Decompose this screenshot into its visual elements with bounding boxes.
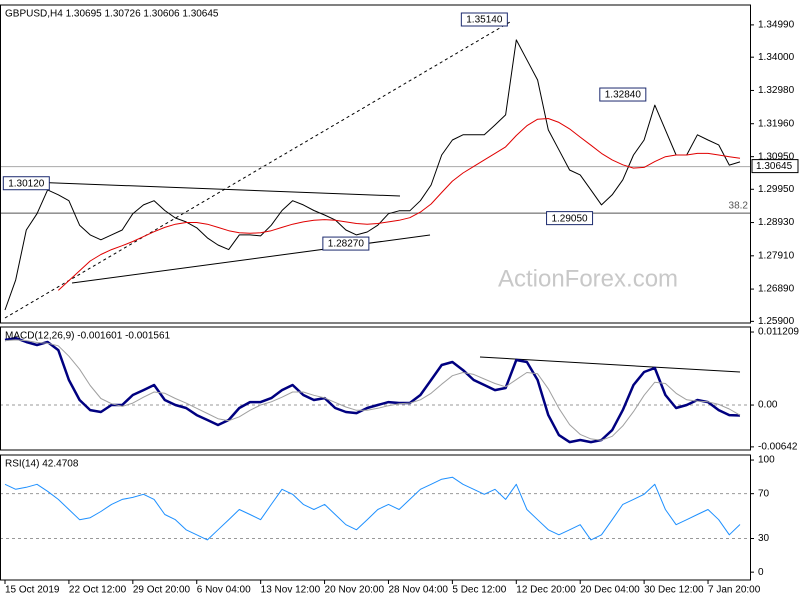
panel-border [0,454,751,581]
x-tick-label: 20 Nov 20:00 [325,585,385,596]
x-tick-label: 12 Dec 20:00 [516,585,576,596]
y-tick-label: 100 [758,455,775,466]
annotation-label: 1.30120 [8,178,45,189]
annotation-box [322,236,370,251]
series-line [4,476,741,541]
panel-border [0,4,751,324]
panel-border [0,326,751,451]
y-tick-label: 1.34000 [758,52,795,63]
x-tick-label: 5 Dec 12:00 [452,585,506,596]
y-tick-label: 30 [758,533,770,544]
x-tick-label: 13 Nov 12:00 [261,585,321,596]
series-line [57,118,741,291]
trendline [4,21,511,319]
fib-label: 38.2 [729,201,749,212]
trendline [479,356,741,373]
series-line [4,39,741,311]
y-tick-label: 0.00 [758,400,778,411]
annotation-label: 1.32840 [605,90,642,101]
annotation-box [2,176,50,191]
y-tick-label: 0 [758,567,764,578]
series-line [4,336,741,444]
y-tick-label: 1.29950 [758,184,795,195]
annotation-label: 1.29050 [551,213,588,224]
trendline [71,234,431,284]
trendlines [4,21,741,373]
y-tick-label: 1.28930 [758,217,795,228]
y-tick-label: 1.27910 [758,250,795,261]
y-tick-label: 1.30950 [758,151,795,162]
y-tick-label: 1.26890 [758,284,795,295]
x-tick-label: 6 Nov 04:00 [197,585,251,596]
annotation-box [546,211,594,226]
x-tick-label: 20 Dec 04:00 [580,585,640,596]
annotation-box [599,87,647,102]
panel-title: MACD(12,26,9) -0.001601 -0.001561 [5,331,171,342]
y-tick-label: 0.011209 [758,327,799,338]
x-tick-label: 28 Nov 04:00 [388,585,448,596]
y-tick-label: 1.34990 [758,20,795,31]
watermark: ActionForex.com [498,265,678,292]
x-tick-label: 15 Oct 2019 [5,585,60,596]
x-tick-label: 29 Oct 20:00 [133,585,191,596]
annotation-label: 1.35140 [466,15,503,26]
annotation-box [460,12,508,27]
y-tick-label: 1.31960 [758,118,795,129]
trendline [29,181,401,197]
x-tick-label: 22 Oct 12:00 [69,585,127,596]
panel-title: GBPUSD,H4 1.30695 1.30726 1.30606 1.3064… [5,9,219,20]
x-tick-label: 30 Dec 12:00 [644,585,704,596]
series-line [4,339,741,441]
y-tick-label: 70 [758,488,770,499]
panel-title: RSI(14) 42.4708 [5,459,79,470]
current-price-label: 1.30645 [756,161,793,172]
y-tick-label: 1.32980 [758,85,795,96]
x-tick-label: 7 Jan 20:00 [708,585,761,596]
y-tick-label: 1.25900 [758,316,795,327]
y-tick-label: -0.00642 [758,442,798,453]
current-price-box [751,159,799,174]
annotation-label: 1.28270 [328,239,365,250]
